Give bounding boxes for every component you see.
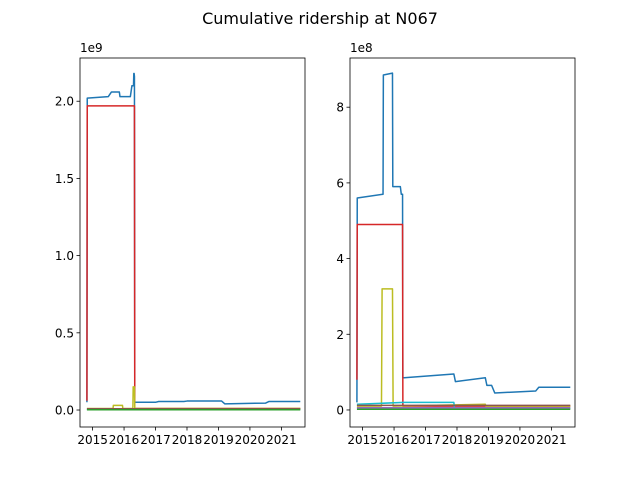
series-line-2 bbox=[86, 386, 301, 410]
axes-frame bbox=[79, 57, 306, 428]
x-tick-label: 2019 bbox=[203, 433, 234, 447]
y-tick-label: 0 bbox=[336, 403, 344, 417]
y-tick-label: 1.5 bbox=[55, 172, 74, 186]
x-tick-label: 2015 bbox=[347, 433, 378, 447]
x-tick-label: 2021 bbox=[536, 433, 567, 447]
x-tick-label: 2015 bbox=[77, 433, 108, 447]
y-tick-label: 1.0 bbox=[55, 249, 74, 263]
y-tick-label: 0.0 bbox=[55, 404, 74, 418]
series-line-1 bbox=[356, 223, 571, 407]
series-group bbox=[356, 72, 571, 410]
series-line-1 bbox=[86, 105, 301, 410]
right-subplot: 2015 2016 2017 2018 2019 2020 2021 0 2 4 6 8 1e8 bbox=[336, 41, 576, 447]
series-group bbox=[86, 72, 301, 411]
y-tick-label: 4 bbox=[336, 252, 344, 266]
figure-title: Cumulative ridership at N067 bbox=[202, 9, 438, 28]
y-tick-label: 8 bbox=[336, 101, 344, 115]
x-tick-label: 2017 bbox=[140, 433, 171, 447]
axes-frame bbox=[349, 57, 576, 428]
x-tick-label: 2021 bbox=[266, 433, 297, 447]
y-tick-label: 2 bbox=[336, 328, 344, 342]
axis-offset-label: 1e9 bbox=[80, 41, 103, 55]
x-tick-label: 2020 bbox=[235, 433, 266, 447]
y-tick-label: 0.5 bbox=[55, 326, 74, 340]
series-line-0 bbox=[86, 72, 301, 405]
y-tick-label: 2.0 bbox=[55, 95, 74, 109]
series-line-0 bbox=[356, 72, 571, 403]
x-tick-label: 2019 bbox=[473, 433, 504, 447]
x-tick-label: 2017 bbox=[410, 433, 441, 447]
x-tick-label: 2016 bbox=[109, 433, 140, 447]
x-tick-label: 2018 bbox=[442, 433, 473, 447]
x-tick-label: 2018 bbox=[172, 433, 203, 447]
axis-offset-label: 1e8 bbox=[350, 41, 373, 55]
y-tick-label: 6 bbox=[336, 176, 344, 190]
x-tick-label: 2020 bbox=[505, 433, 536, 447]
left-subplot: 2015 2016 2017 2018 2019 2020 2021 0.0 0.5 1.0 1.5… bbox=[55, 41, 306, 447]
x-tick-label: 2016 bbox=[379, 433, 410, 447]
